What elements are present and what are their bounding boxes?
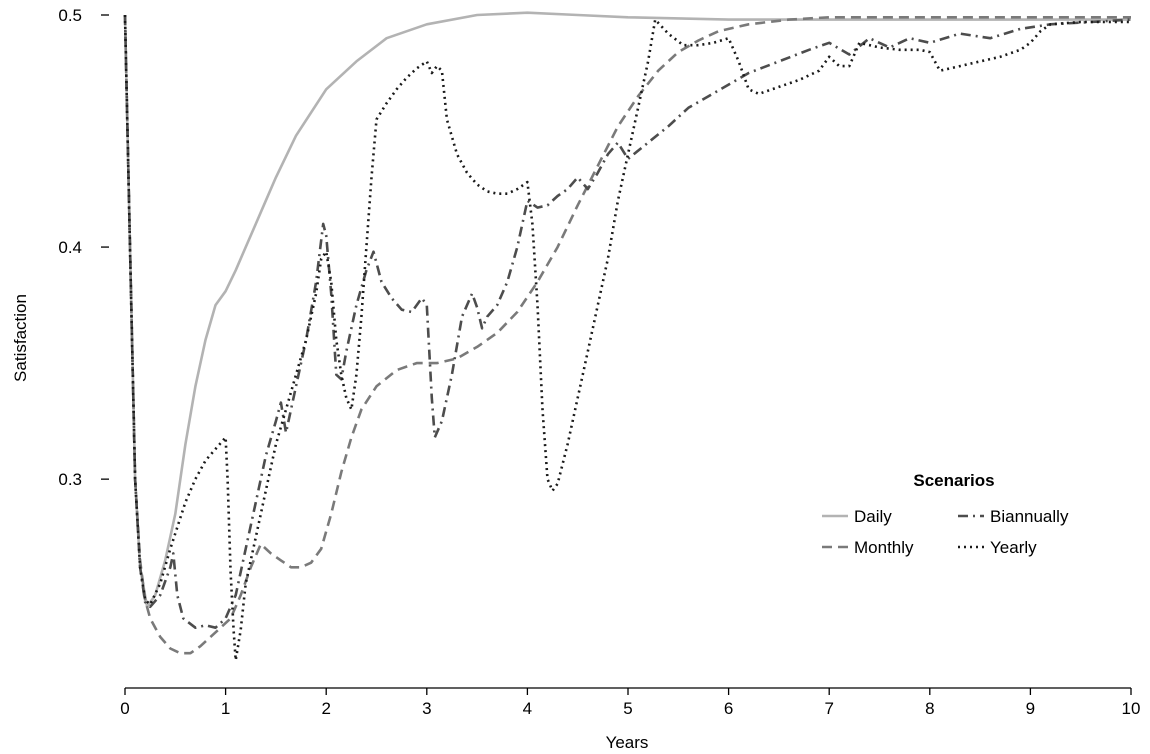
x-axis-title: Years (606, 733, 649, 752)
x-tick-label: 4 (523, 699, 532, 718)
y-tick-label: 0.3 (58, 470, 82, 489)
x-tick-label: 8 (925, 699, 934, 718)
legend: Scenarios Daily Biannually Monthly Yearly (822, 471, 1069, 557)
legend-title: Scenarios (913, 471, 994, 490)
x-tick-label: 9 (1026, 699, 1035, 718)
x-tick-label: 2 (321, 699, 330, 718)
legend-label-biannually: Biannually (990, 507, 1069, 526)
x-tick-label: 10 (1122, 699, 1141, 718)
x-tick-label: 0 (120, 699, 129, 718)
series-line-yearly (123, 14, 1131, 662)
legend-label-monthly: Monthly (854, 538, 914, 557)
x-ticks: 0 1 2 3 4 5 6 7 8 9 10 (120, 688, 1140, 718)
y-tick-label: 0.5 (58, 6, 82, 25)
x-tick-label: 3 (422, 699, 431, 718)
legend-label-daily: Daily (854, 507, 892, 526)
y-axis-title: Satisfaction (11, 294, 30, 382)
series-line-biannually (123, 14, 1132, 629)
legend-label-yearly: Yearly (990, 538, 1037, 557)
legend-items: Daily Biannually Monthly Yearly (822, 507, 1069, 557)
plot-area (123, 11, 1132, 662)
series-line-daily (123, 11, 1131, 609)
y-ticks: 0.3 0.4 0.5 (58, 6, 109, 489)
x-tick-label: 6 (724, 699, 733, 718)
y-tick-label: 0.4 (58, 238, 82, 257)
x-tick-label: 7 (824, 699, 833, 718)
x-axis: 0 1 2 3 4 5 6 7 8 9 10 (120, 687, 1140, 718)
y-axis: 0.3 0.4 0.5 (58, 6, 109, 489)
x-tick-label: 1 (221, 699, 230, 718)
x-tick-label: 5 (623, 699, 632, 718)
series-line-monthly (123, 14, 1131, 655)
